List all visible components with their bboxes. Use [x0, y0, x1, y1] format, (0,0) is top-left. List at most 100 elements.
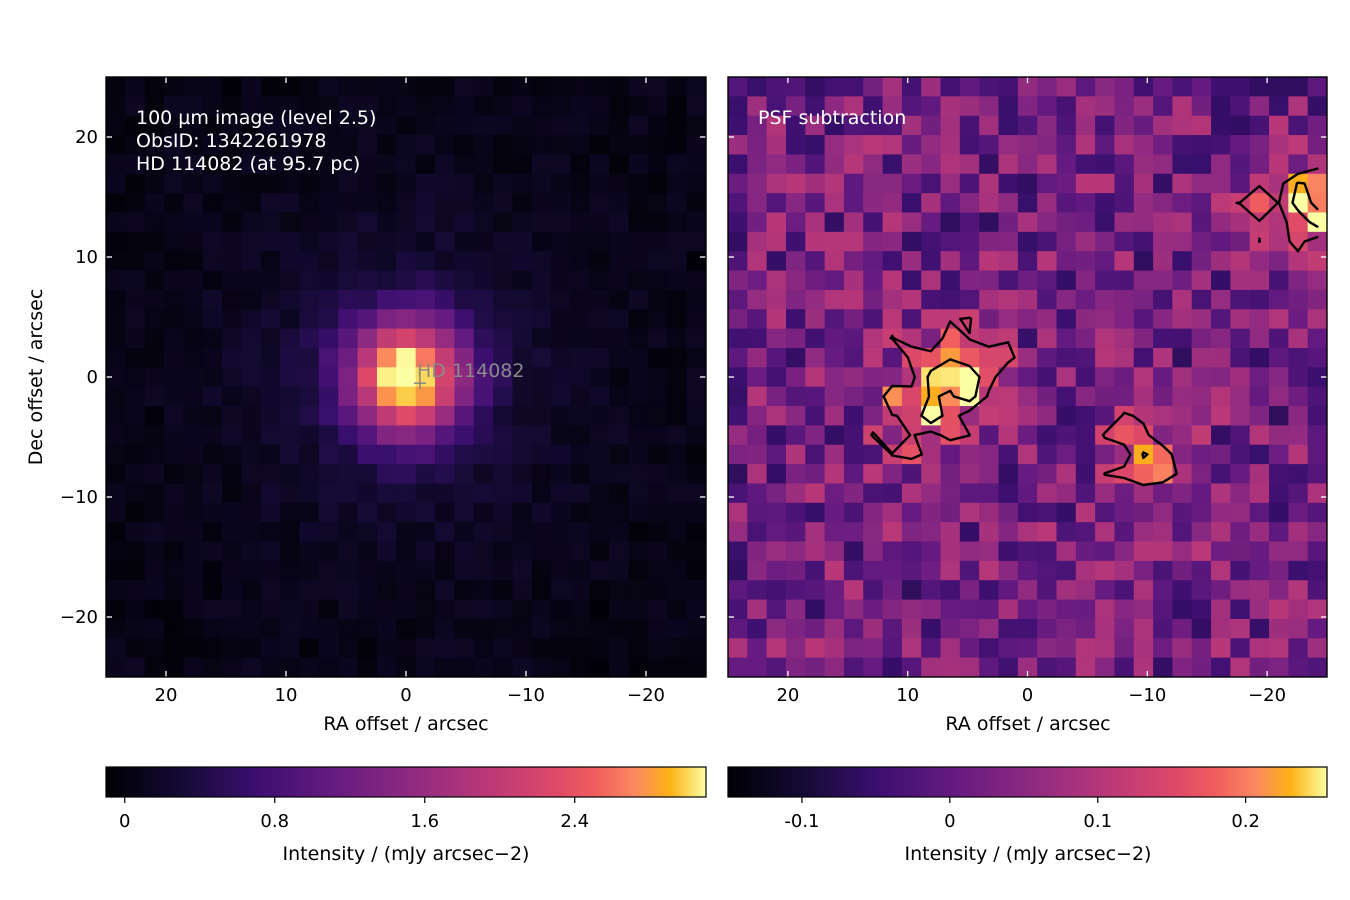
left-image-pixel [241, 115, 262, 136]
right-image-pixel [921, 135, 942, 156]
left-image-pixel [164, 309, 185, 330]
right-image-pixel [1075, 251, 1096, 272]
right-image-pixel [1191, 173, 1212, 194]
left-image-pixel [318, 464, 339, 485]
right-image-pixel [1307, 96, 1327, 117]
left-image-pixel [396, 580, 417, 601]
left-image-pixel [473, 135, 494, 156]
right-image-pixel [979, 347, 1000, 368]
right-image-pixel [805, 115, 826, 136]
right-image-pixel [1017, 425, 1038, 446]
right-image-pixel [1288, 135, 1309, 156]
right-image-pixel [805, 425, 826, 446]
right-image-pixel [766, 464, 787, 485]
right-image-pixel [1249, 386, 1270, 407]
left-image-pixel [512, 212, 533, 233]
left-image-pixel [686, 599, 706, 620]
right-image-pixel [998, 425, 1019, 446]
left-image-pixel [144, 154, 165, 175]
left-image-pixel [551, 231, 572, 252]
left-image-pixel [454, 193, 475, 214]
right-image-pixel [728, 599, 748, 620]
right-image-pixel [998, 483, 1019, 504]
left-image-pixel [164, 522, 185, 543]
right-image-pixel [824, 347, 845, 368]
right-image-pixel [747, 522, 768, 543]
right-image-pixel [728, 289, 748, 310]
left-image-pixel [512, 193, 533, 214]
right-image-pixel [921, 173, 942, 194]
left-image-pixel [299, 580, 320, 601]
right-image-pixel [1191, 580, 1212, 601]
left-image-pixel [493, 270, 514, 291]
right-image-pixel [1153, 502, 1174, 523]
left-image-pixel [551, 522, 572, 543]
right-image-pixel [1172, 328, 1193, 349]
left-image-pixel [202, 502, 223, 523]
left-image-pixel [222, 541, 243, 562]
right-image-pixel [940, 599, 961, 620]
left-image-pixel [338, 599, 359, 620]
left-image-pixel [628, 657, 649, 677]
right-image-pixel [1075, 580, 1096, 601]
left-image-pixel [260, 386, 281, 407]
left-image-pixel [280, 444, 301, 465]
right-image-pixel [1211, 289, 1231, 310]
right-image-pixel [1269, 135, 1289, 156]
right-image-pixel [1153, 115, 1174, 136]
right-image-pixel [1017, 328, 1038, 349]
left-image-pixel [280, 406, 301, 426]
right-image-pixel [766, 193, 787, 214]
left-image-pixel [493, 406, 514, 426]
right-image-pixel [882, 309, 903, 330]
right-image-pixel [1211, 464, 1231, 485]
left-image-pixel [222, 599, 243, 620]
left-image-pixel [318, 328, 339, 349]
left-colorbar-tick-label: 1.6 [410, 811, 439, 832]
left-image-pixel [589, 367, 610, 388]
left-image-pixel [376, 367, 397, 388]
right-image-pixel [940, 464, 961, 485]
right-image-pixel [766, 115, 787, 136]
right-image-pixel [1191, 309, 1212, 330]
left-image-pixel [396, 270, 417, 291]
left-image-pixel [260, 347, 281, 368]
left-image-pixel [609, 309, 630, 330]
right-image-pixel [882, 464, 903, 485]
right-image-pixel [1211, 193, 1231, 214]
right-image-pixel [1191, 328, 1212, 349]
right-image-pixel [1037, 96, 1058, 117]
right-image-pixel [1230, 135, 1251, 156]
left-image-pixel [222, 328, 243, 349]
left-image-pixel [570, 367, 591, 388]
left-image-pixel [570, 425, 591, 446]
right-image-pixel [1056, 599, 1077, 620]
left-image-pixel [435, 328, 455, 349]
right-image-pixel [1153, 522, 1174, 543]
right-image-pixel [824, 193, 845, 214]
left-image-pixel [454, 483, 475, 504]
right-image-pixel [1056, 425, 1077, 446]
left-image-pixel [357, 541, 378, 562]
left-image-pixel [667, 464, 688, 485]
left-image-pixel [435, 464, 455, 485]
left-image-pixel [609, 560, 630, 581]
left-image-pixel [609, 483, 630, 504]
right-image-pixel [1017, 638, 1038, 659]
left-image-pixel [454, 328, 475, 349]
right-image-pixel [728, 231, 748, 252]
left-image-pixel [551, 425, 572, 446]
left-image-pixel [183, 657, 204, 677]
left-image-pixel [202, 309, 223, 330]
right-image-pixel [921, 309, 942, 330]
left-image-pixel [222, 347, 243, 368]
right-image-pixel [1249, 464, 1270, 485]
right-image-pixel [1211, 309, 1231, 330]
left-image-pixel [570, 193, 591, 214]
left-image-pixel [609, 522, 630, 543]
left-image-pixel [531, 251, 552, 272]
right-image-pixel [1191, 231, 1212, 252]
left-image-pixel [318, 135, 339, 156]
left-image-pixel [202, 425, 223, 446]
left-image-pixel [318, 522, 339, 543]
